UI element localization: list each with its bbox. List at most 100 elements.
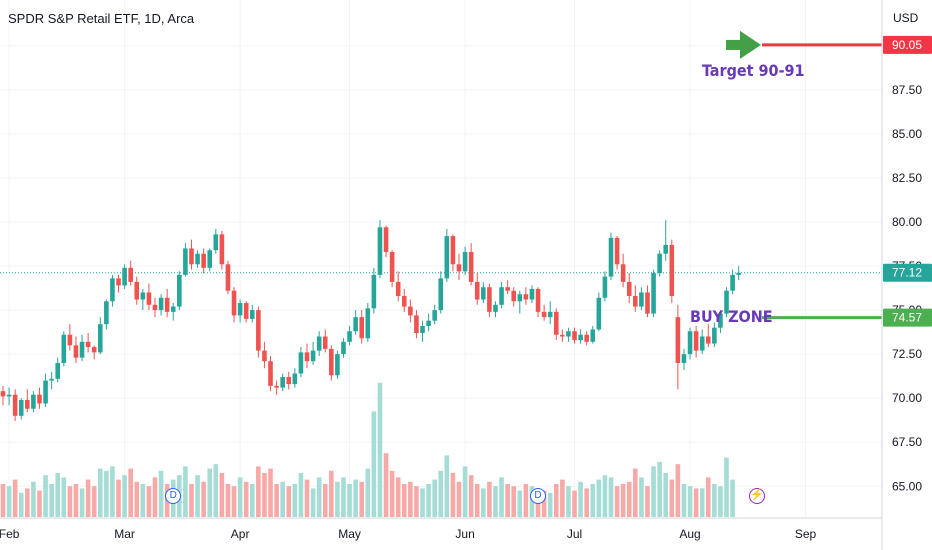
candle: [608, 232, 614, 281]
volume-bar: [274, 484, 279, 517]
candle-body: [505, 287, 510, 291]
dividend-badge-icon[interactable]: D: [165, 488, 182, 504]
candle-body: [578, 334, 583, 341]
volume-bar: [158, 470, 164, 517]
candle-body: [444, 236, 450, 279]
volume-bar: [389, 470, 395, 517]
candle-body: [687, 331, 693, 355]
candle: [487, 283, 492, 318]
candle-body: [699, 336, 705, 351]
candle-body: [249, 310, 255, 319]
candle-body: [0, 391, 6, 397]
candle-body: [432, 310, 437, 321]
volume-bar: [590, 484, 596, 517]
volume-bar: [481, 488, 486, 517]
candle-body: [79, 341, 85, 358]
candle-body: [626, 281, 632, 296]
volume-bar: [705, 477, 711, 517]
volume-bar: [681, 484, 687, 517]
volume-bar: [292, 484, 298, 517]
currency-label[interactable]: USD: [893, 11, 919, 25]
candle-body: [663, 244, 669, 254]
candle-body: [85, 341, 91, 348]
time-tick-label: Apr: [231, 527, 250, 541]
volume-bar: [487, 481, 492, 517]
candle: [91, 345, 97, 360]
price-tag-bg: [883, 308, 932, 327]
candle: [596, 292, 602, 332]
volume-bar: [584, 488, 589, 517]
candle: [37, 387, 42, 409]
candle-body: [104, 301, 109, 325]
volume-bar: [663, 473, 669, 517]
volume-bar: [219, 473, 225, 517]
candle: [584, 331, 589, 346]
candle: [432, 304, 437, 325]
candle-body: [639, 292, 644, 307]
candle: [189, 239, 194, 270]
candle: [134, 276, 140, 305]
volume-bar: [243, 481, 249, 517]
candle: [201, 248, 206, 274]
candle-body: [511, 290, 517, 302]
candle-body: [304, 352, 310, 362]
candle: [620, 253, 626, 288]
price-tick-label: 67.50: [892, 435, 922, 449]
volume-bar: [37, 490, 42, 517]
candle: [389, 250, 395, 288]
candle-body: [657, 253, 662, 274]
candle-body: [268, 361, 273, 386]
volume-bar: [213, 464, 219, 517]
candle-body: [401, 296, 407, 307]
candle: [426, 313, 431, 332]
candle-body: [310, 350, 316, 362]
volume-bar: [12, 479, 18, 517]
volume-bar: [280, 481, 285, 517]
volume-bar: [633, 468, 638, 517]
candle-body: [25, 399, 30, 409]
volume-bar: [91, 486, 97, 517]
candle: [310, 341, 316, 365]
candle: [61, 331, 67, 367]
volume-bar: [195, 475, 200, 517]
candle-body: [274, 385, 279, 388]
volume-bar: [152, 477, 158, 517]
candle: [626, 273, 632, 304]
candle-body: [189, 248, 194, 265]
volume-bar: [122, 475, 127, 517]
volume-bar: [329, 470, 334, 517]
volume-bar: [256, 466, 261, 517]
candle: [474, 273, 480, 305]
candle-body: [584, 334, 589, 342]
volume-bar: [724, 457, 729, 517]
earnings-badge-icon[interactable]: ⚡: [748, 488, 765, 504]
volume-bar: [85, 479, 91, 517]
candle: [262, 341, 267, 369]
price-tick-label: 65.00: [892, 479, 922, 493]
candle-body: [377, 227, 383, 275]
volume-bar: [517, 490, 523, 517]
candle: [718, 310, 723, 333]
time-tick-label: Jun: [455, 527, 474, 541]
candle: [450, 234, 456, 272]
candle-body: [298, 352, 304, 374]
dividend-badge-icon[interactable]: D: [530, 488, 547, 504]
candle-body: [675, 317, 681, 363]
volume-bar: [61, 477, 67, 517]
price-axis[interactable]: 65.0067.5070.0072.5075.0077.5080.0082.50…: [892, 39, 922, 493]
candle: [639, 287, 644, 311]
volume-bar: [566, 486, 571, 517]
candle-body: [547, 311, 553, 318]
candle: [365, 303, 371, 342]
candle-body: [371, 274, 377, 309]
time-axis[interactable]: Feb Mar Apr May Jun Jul Aug Sep: [0, 527, 817, 541]
candle-body: [481, 287, 486, 300]
candle-body: [134, 281, 140, 300]
volume-bar: [547, 492, 553, 517]
volume-bar: [712, 484, 717, 517]
candle: [377, 220, 383, 279]
volume-bar: [426, 484, 431, 517]
candle: [420, 320, 425, 342]
candle-body: [243, 303, 249, 319]
